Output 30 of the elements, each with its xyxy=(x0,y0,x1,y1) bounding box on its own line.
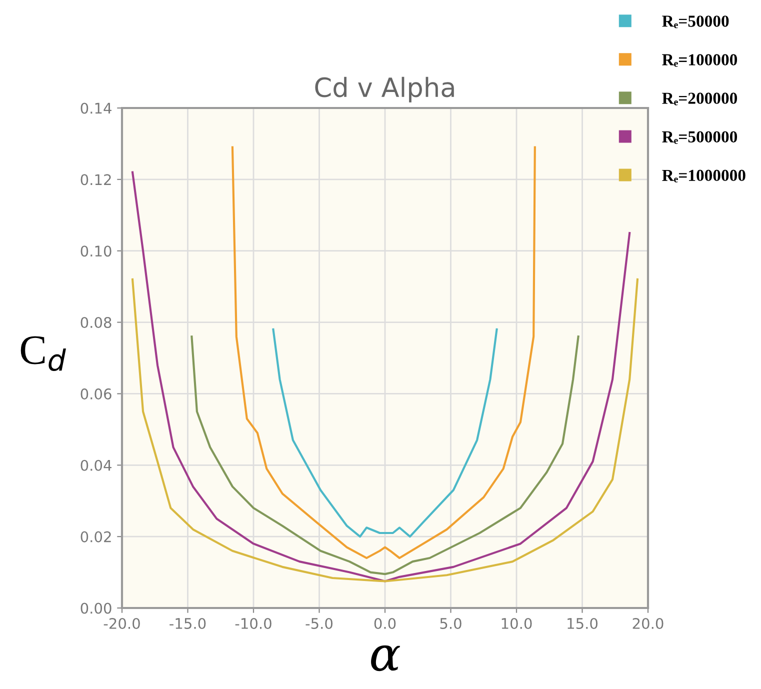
y-tick-label: 0.06 xyxy=(80,388,112,400)
line-series xyxy=(272,328,498,538)
line-series xyxy=(131,278,639,582)
y-tick-label: 0.14 xyxy=(80,102,112,114)
x-tick-label: 5.0 xyxy=(440,618,462,630)
x-axis-title: α xyxy=(371,645,400,672)
y-tick-label: 0.12 xyxy=(80,174,111,186)
legend-label: Rₑ=200000 xyxy=(662,92,738,106)
legend-label: Rₑ=100000 xyxy=(662,54,738,67)
y-axis-title: C$_{d}$ xyxy=(20,336,66,372)
legend-label: Rₑ=1000000 xyxy=(662,170,746,182)
x-tick-label: 0.0 xyxy=(374,618,396,630)
y-tick-label: 0.02 xyxy=(80,531,111,542)
line-series xyxy=(131,171,631,582)
line-series xyxy=(231,146,536,560)
y-tick-label: 0.10 xyxy=(80,246,112,257)
x-tick-label: 10.0 xyxy=(502,618,532,630)
y-tick-label: 0.00 xyxy=(80,602,112,614)
y-tick-label: 0.08 xyxy=(80,317,112,328)
legend-label: Rₑ=500000 xyxy=(662,131,738,144)
x-tick-label: -20.0 xyxy=(104,618,140,630)
x-tick-label: -10.0 xyxy=(235,618,272,630)
x-tick-label: 15.0 xyxy=(568,618,598,630)
line-series xyxy=(190,336,580,576)
legend-label: Rₑ=50000 xyxy=(662,16,729,28)
x-tick-label: 20.0 xyxy=(632,618,664,630)
chart-title: Cd v Alpha xyxy=(315,76,454,102)
y-tick-label: 0.04 xyxy=(80,460,112,471)
x-tick-label: -5.0 xyxy=(306,618,333,630)
x-tick-label: -15.0 xyxy=(170,618,206,630)
